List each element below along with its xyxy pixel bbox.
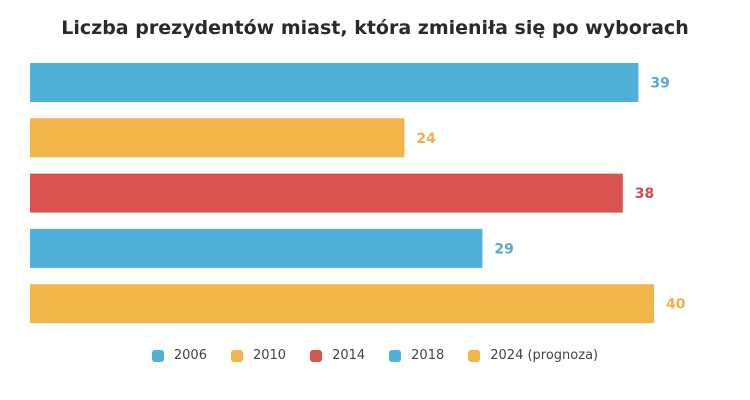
bar-2010 — [30, 118, 405, 158]
bar-2006 — [30, 63, 639, 102]
legend-label: 2018 — [411, 348, 445, 363]
legend-swatch — [151, 349, 164, 362]
bar-2014 — [30, 173, 623, 213]
legend-item-2006: 2006 — [151, 348, 207, 363]
legend-item-2018: 2018 — [389, 348, 444, 363]
bar-2024-prognoza — [30, 284, 654, 324]
chart-title: Liczba prezydentów miast, która zmieniła… — [61, 17, 689, 39]
legend-swatch — [389, 349, 402, 362]
legend: 2006 2010 2014 2018 2024 (prognoza) — [0, 348, 750, 363]
data-label: 24 — [416, 131, 436, 147]
data-label: 40 — [666, 297, 686, 313]
legend-swatch — [468, 349, 481, 362]
bar-2018 — [30, 228, 483, 268]
data-label: 39 — [650, 76, 669, 92]
legend-swatch — [310, 349, 323, 362]
legend-swatch — [230, 349, 243, 362]
legend-label: 2014 — [332, 348, 366, 363]
legend-item-2010: 2010 — [230, 348, 287, 363]
legend-item-2014: 2014 — [310, 348, 365, 363]
legend-item-2024-prognoza: 2024 (prognoza) — [468, 348, 598, 363]
legend-label: 2010 — [252, 348, 287, 363]
legend-label: 2006 — [173, 348, 207, 363]
legend-label: 2024 (prognoza) — [490, 348, 599, 363]
data-label: 29 — [494, 241, 513, 257]
data-label: 38 — [635, 186, 654, 202]
